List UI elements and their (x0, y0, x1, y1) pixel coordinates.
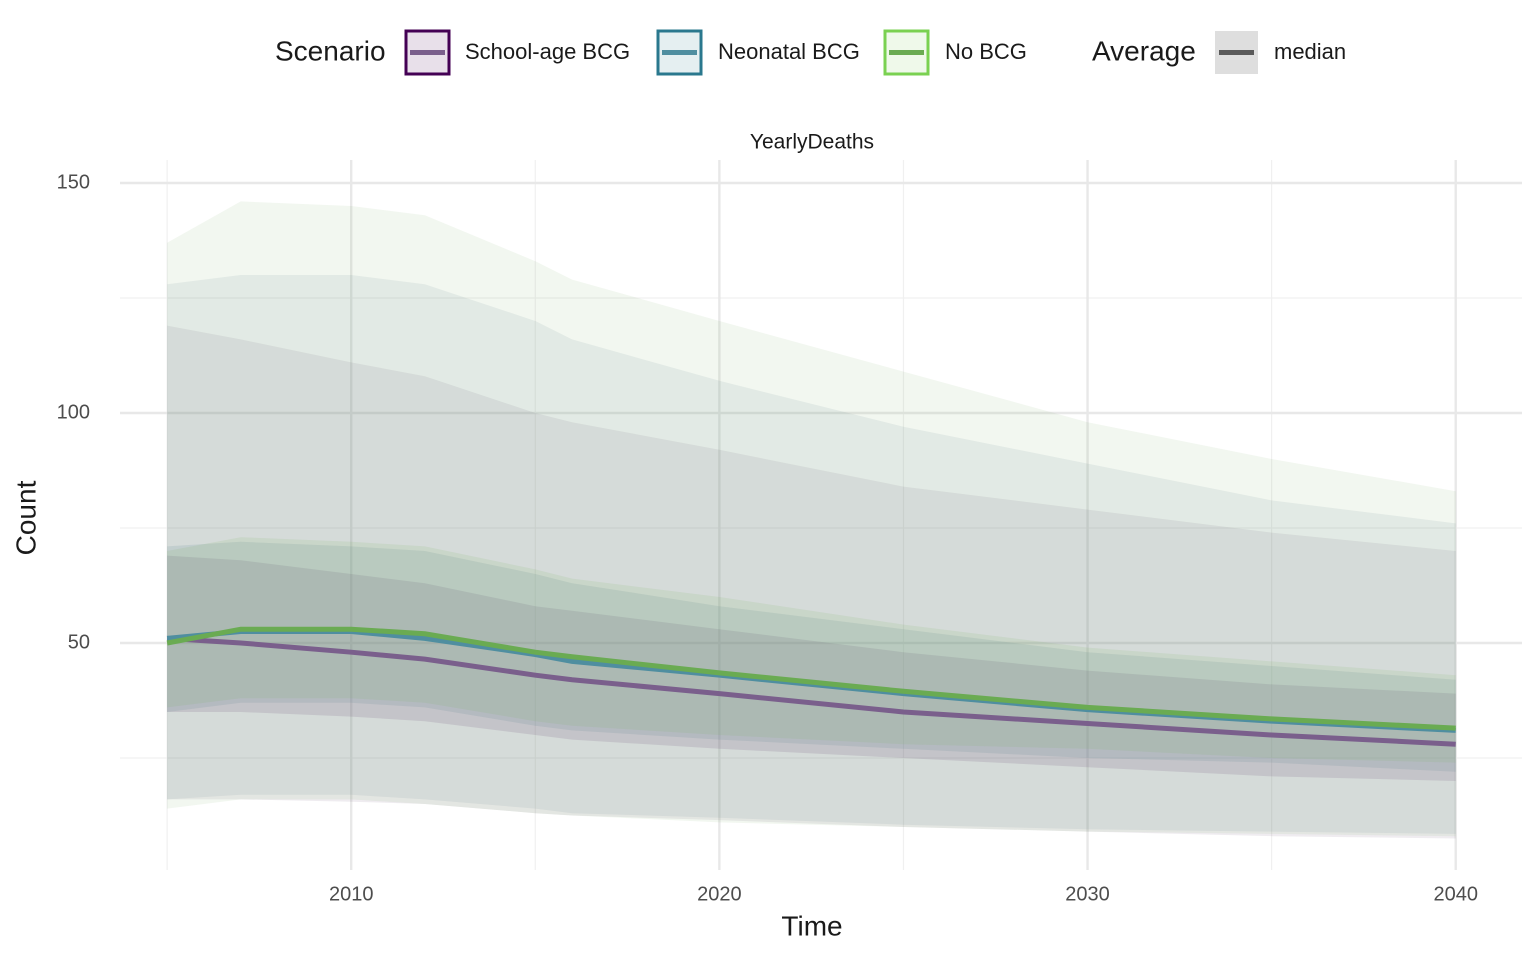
median-line (166, 626, 1456, 731)
ribbon-shade (167, 201, 1456, 837)
y-tick-label: 100 (57, 401, 90, 423)
y-axis-title: Count (10, 480, 41, 555)
x-axis-title: Time (781, 910, 842, 941)
ribbon-shade (167, 537, 1456, 763)
x-tick-label: 2040 (1433, 883, 1478, 905)
facet-label: YearlyDeaths (750, 131, 874, 154)
median-line (166, 635, 1456, 747)
legend-label: School-age BCG (465, 39, 630, 64)
legend-label: No BCG (945, 39, 1027, 64)
x-tick-label: 2010 (329, 883, 374, 905)
ribbon (167, 274, 1456, 834)
ribbon (167, 201, 1456, 837)
y-tick-label: 150 (57, 171, 90, 193)
x-tick-label: 2030 (1065, 883, 1110, 905)
ribbon-shade (167, 274, 1456, 834)
y-tick-label: 50 (68, 631, 90, 653)
legend-title: Scenario (275, 35, 386, 66)
legend-label: median (1274, 39, 1346, 64)
legend-label: Neonatal BCG (718, 39, 860, 64)
ribbon (167, 537, 1456, 763)
x-tick-label: 2020 (697, 883, 742, 905)
legend-title: Average (1092, 35, 1196, 66)
